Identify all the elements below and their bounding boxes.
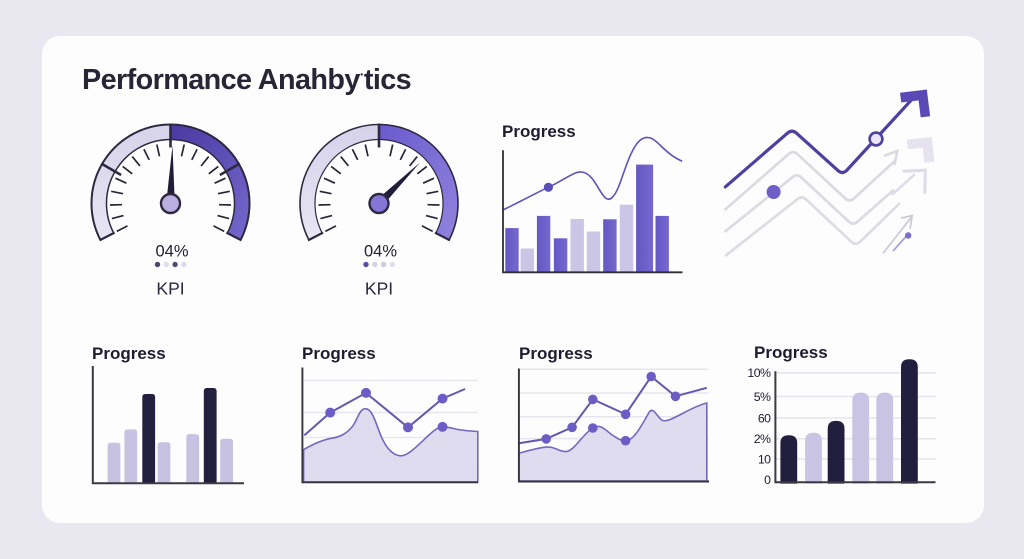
svg-text:Progress: Progress [519,344,593,363]
svg-text:60: 60 [758,411,771,425]
svg-text:KPI: KPI [156,279,184,299]
svg-text:Progress: Progress [502,122,576,141]
svg-text:5%: 5% [754,390,771,404]
svg-text:Progress: Progress [754,343,828,362]
svg-text:04%: 04% [155,243,188,261]
svg-text:Progress: Progress [92,344,166,363]
svg-text:10%: 10% [747,366,771,380]
svg-text:10: 10 [758,452,771,466]
svg-text:04%: 04% [364,243,397,261]
svg-text:0: 0 [764,473,771,487]
svg-text:2%: 2% [754,432,771,446]
svg-text:Performance Anahby·tics: Performance Anahby·tics [82,64,411,96]
svg-text:KPI: KPI [365,279,393,299]
svg-text:Progress: Progress [302,344,376,363]
